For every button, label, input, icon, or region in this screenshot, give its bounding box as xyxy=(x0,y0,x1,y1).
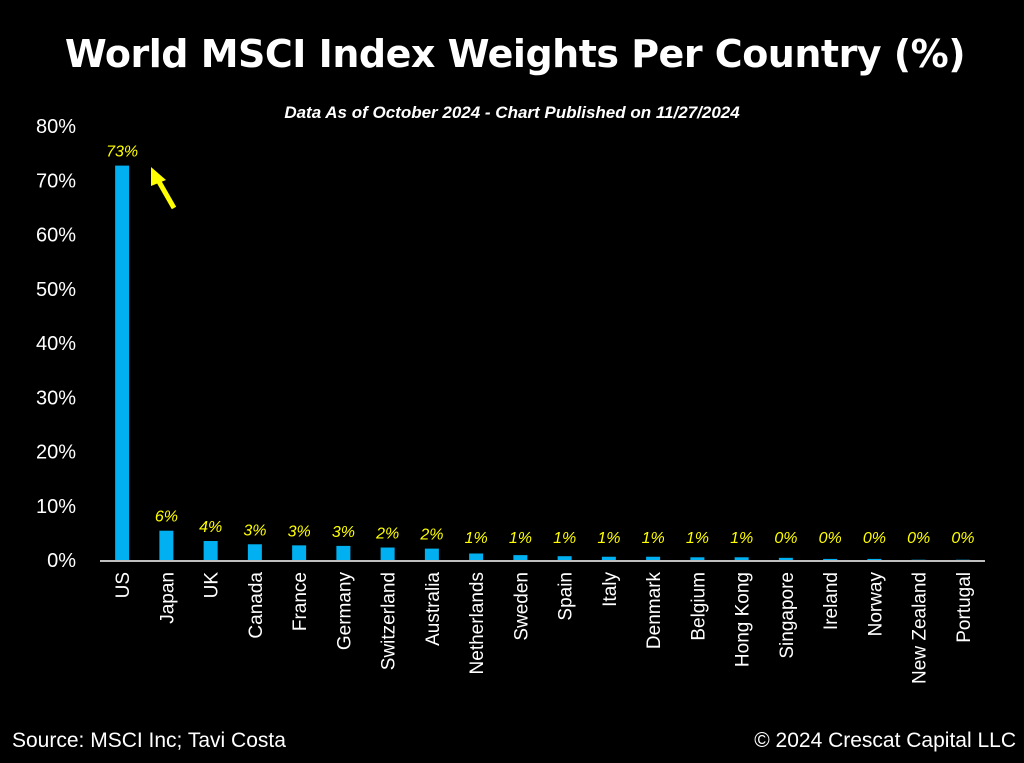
bar-ireland xyxy=(823,558,838,560)
x-tick-label: Netherlands xyxy=(467,572,488,674)
y-tick-label: 10% xyxy=(36,496,76,518)
bar-spain xyxy=(557,556,572,560)
x-tick-label: Hong Kong xyxy=(733,572,754,667)
data-label: 1% xyxy=(597,530,620,547)
x-tick-label: UK xyxy=(202,572,223,599)
data-label: 1% xyxy=(730,530,753,547)
bar-japan xyxy=(159,530,174,560)
source-note: Source: MSCI Inc; Tavi Costa xyxy=(12,729,286,752)
bar-france xyxy=(292,545,307,560)
x-tick-label: Australia xyxy=(423,572,444,646)
bar-netherlands xyxy=(469,553,484,560)
bar-hong-kong xyxy=(734,557,749,560)
data-label: 0% xyxy=(951,530,974,547)
chart-title: World MSCI Index Weights Per Country (%) xyxy=(64,32,966,76)
x-tick-label: Switzerland xyxy=(379,572,400,670)
bar-sweden xyxy=(513,555,528,560)
x-tick-label: Canada xyxy=(246,572,267,639)
data-label: 2% xyxy=(419,527,443,544)
copyright: © 2024 Crescat Capital LLC xyxy=(754,729,1016,752)
data-label: 1% xyxy=(465,530,488,547)
y-tick-label: 30% xyxy=(36,387,76,409)
bar-canada xyxy=(247,544,262,560)
arrow-shaft xyxy=(155,178,177,210)
bar-belgium xyxy=(690,557,705,560)
bar-norway xyxy=(867,558,882,560)
x-tick-label: Ireland xyxy=(821,572,842,630)
x-tick-label: Singapore xyxy=(777,572,798,659)
x-tick-label: Portugal xyxy=(954,572,975,643)
bar-australia xyxy=(424,548,439,560)
y-tick-label: 70% xyxy=(36,170,76,192)
data-label: 3% xyxy=(332,524,355,541)
y-tick-label: 60% xyxy=(36,225,76,247)
x-tick-label: Spain xyxy=(556,572,577,621)
chart-subtitle: Data As of October 2024 - Chart Publishe… xyxy=(284,103,740,122)
data-label: 2% xyxy=(375,526,399,543)
x-tick-label: Denmark xyxy=(644,572,665,650)
y-tick-label: 40% xyxy=(36,333,76,355)
x-tick-label: Japan xyxy=(157,572,178,624)
bar-switzerland xyxy=(380,547,395,560)
y-tick-label: 0% xyxy=(47,550,76,572)
data-label: 1% xyxy=(686,530,709,547)
data-label: 3% xyxy=(288,523,311,540)
y-tick-label: 50% xyxy=(36,279,76,301)
x-tick-label: Italy xyxy=(600,572,621,607)
bar-germany xyxy=(336,545,351,560)
x-tick-label: Norway xyxy=(865,572,886,637)
data-label: 0% xyxy=(774,530,797,547)
data-label: 73% xyxy=(106,144,138,161)
x-tick-label: Sweden xyxy=(511,572,532,641)
data-label: 3% xyxy=(243,522,266,539)
x-tick-label: France xyxy=(290,572,311,631)
bar-singapore xyxy=(778,557,793,560)
bar-italy xyxy=(601,556,616,560)
data-label: 0% xyxy=(819,530,842,547)
data-label: 1% xyxy=(509,530,532,547)
x-tick-label: Germany xyxy=(334,572,355,651)
data-label: 4% xyxy=(199,519,222,536)
bar-uk xyxy=(203,541,218,560)
x-tick-label: New Zealand xyxy=(910,572,931,684)
y-tick-label: 80% xyxy=(36,116,76,138)
data-label: 0% xyxy=(863,530,886,547)
data-label: 0% xyxy=(907,530,930,547)
y-tick-label: 20% xyxy=(36,442,76,464)
x-tick-label: US xyxy=(113,572,134,598)
bar-denmark xyxy=(646,556,661,560)
bar-us xyxy=(115,165,130,561)
data-label: 1% xyxy=(642,530,665,547)
arrow-head-icon xyxy=(151,167,166,186)
x-tick-label: Belgium xyxy=(688,572,709,641)
data-label: 6% xyxy=(155,509,178,526)
data-label: 1% xyxy=(553,530,576,547)
